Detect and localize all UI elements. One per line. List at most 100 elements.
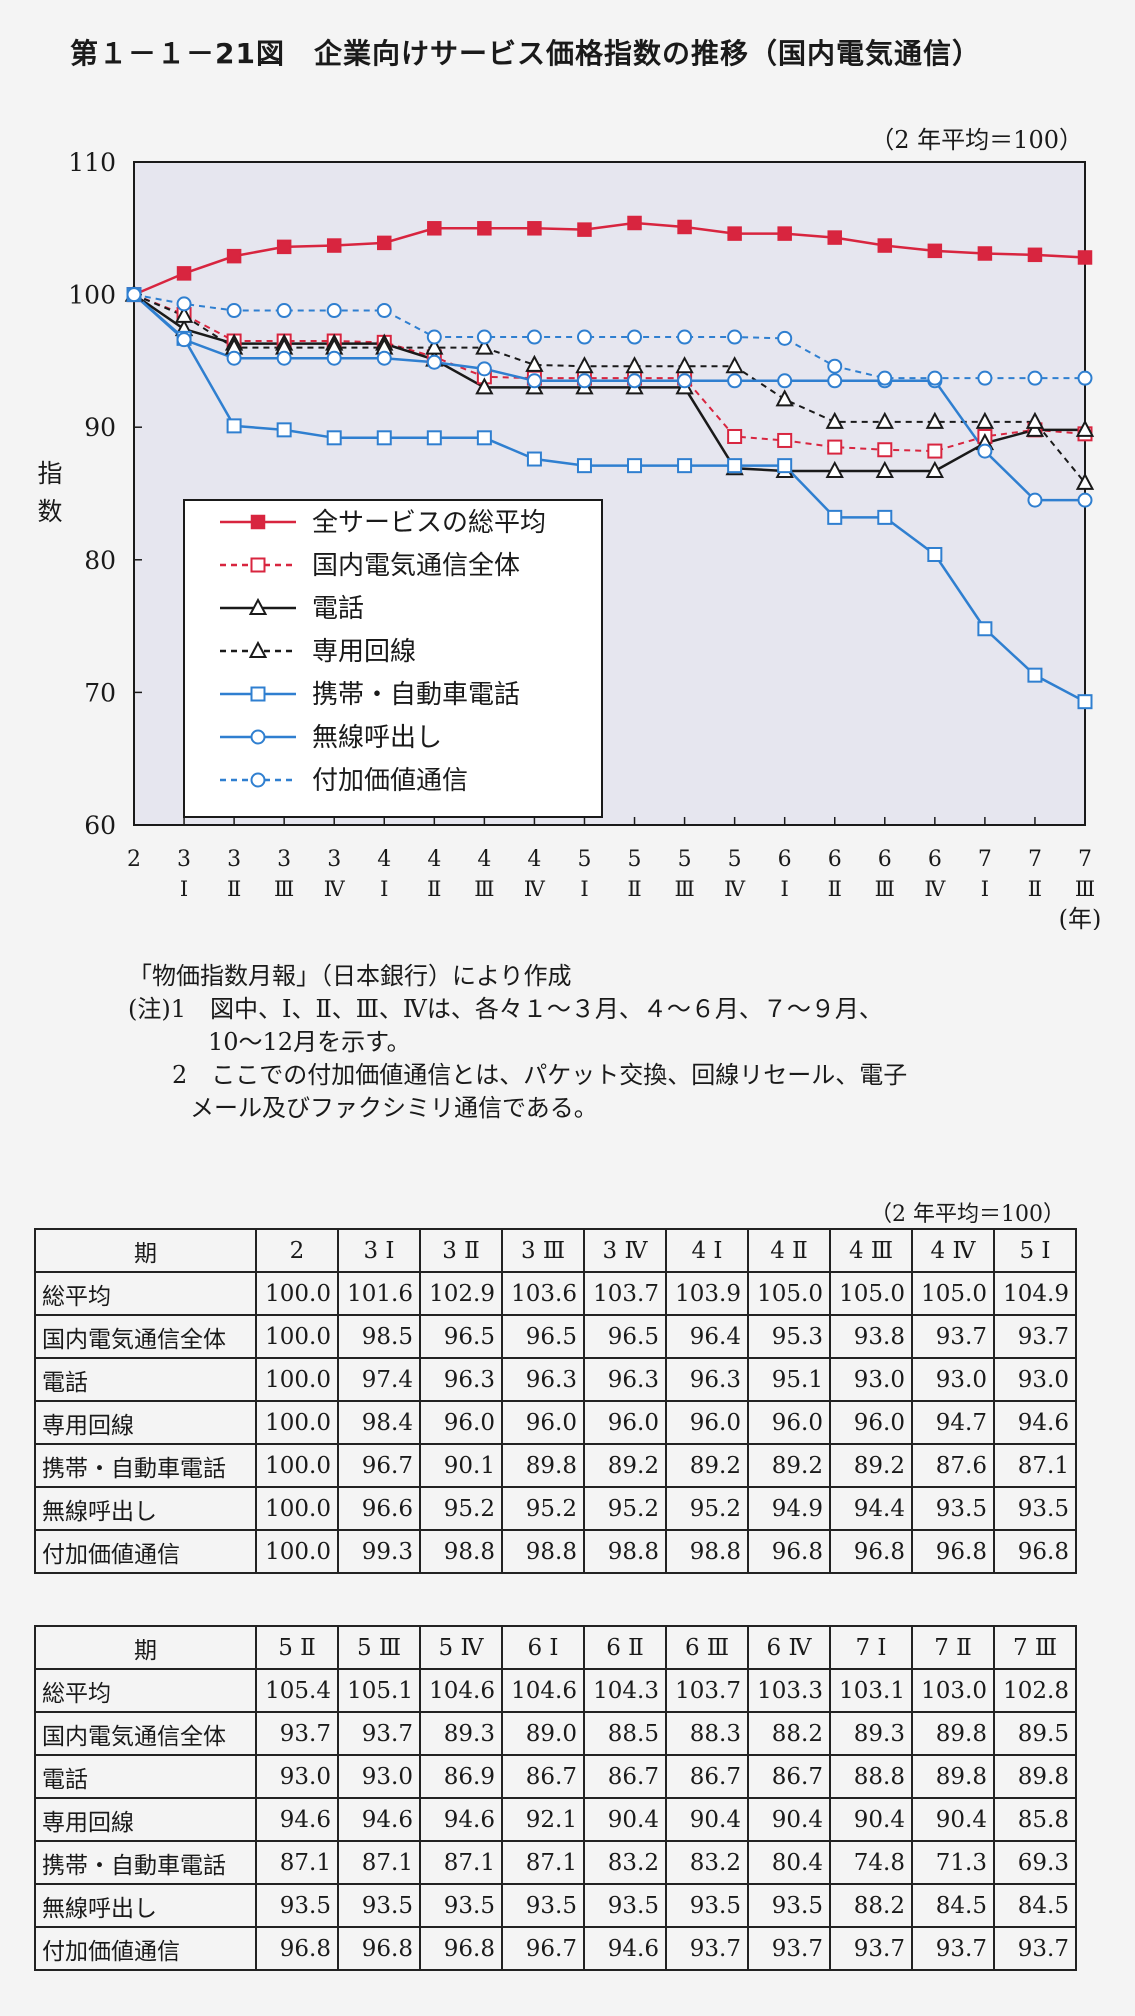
table-cell: 90.4 — [583, 1797, 667, 1842]
row-label: 付加価値通信 — [34, 1926, 257, 1971]
table-cell: 90.4 — [665, 1797, 749, 1842]
table-row: 国内電気通信全体 100.0 98.5 96.5 96.5 96.5 96.4 95.3 93.… — [34, 1314, 1077, 1359]
series-7-point — [326, 303, 342, 319]
series-5-point — [476, 430, 492, 446]
series-5-point — [877, 509, 893, 525]
table-row: 国内電気通信全体 93.7 93.7 89.3 89.0 88.5 88.3 88.2 89.3… — [34, 1711, 1077, 1756]
series-4-point — [875, 411, 894, 429]
table-cell: 105.0 — [829, 1271, 913, 1316]
x-tick-year: 4 — [377, 847, 391, 872]
table-cell: 83.2 — [583, 1840, 667, 1885]
table-cell: 101.6 — [337, 1271, 421, 1316]
table-cell: 85.8 — [993, 1797, 1077, 1842]
legend-label: 全サービスの総平均 — [312, 508, 546, 538]
series-6-point — [526, 373, 542, 389]
x-tick-quarter: Ⅲ — [674, 877, 694, 901]
series-2-point — [827, 439, 843, 455]
series-3-point — [475, 377, 494, 395]
table-cell: 93.7 — [829, 1926, 913, 1971]
table-cell: 96.0 — [829, 1400, 913, 1445]
table-row: 付加価値通信 100.0 99.3 98.8 98.8 98.8 98.8 96.8 96.8 9… — [34, 1529, 1077, 1574]
table-cell: 100.0 — [255, 1529, 339, 1574]
table-cell: 93.7 — [665, 1926, 749, 1971]
y-tick-label: 110 — [68, 148, 116, 177]
table-cell: 96.7 — [501, 1926, 585, 1971]
table-cell: 93.7 — [993, 1926, 1077, 1971]
x-tick-quarter: Ⅳ — [524, 877, 546, 901]
table-cell: 96.8 — [829, 1529, 913, 1574]
table-cell: 98.4 — [337, 1400, 421, 1445]
table-cell: 86.7 — [583, 1754, 667, 1799]
legend-marker — [250, 557, 266, 573]
table-row: 携帯・自動車電話 100.0 96.7 90.1 89.8 89.2 89.2 89.2 89.… — [34, 1443, 1077, 1488]
legend-label: 携帯・自動車電話 — [312, 680, 520, 710]
series-line-5 — [133, 293, 1086, 703]
table-cell: 94.4 — [829, 1486, 913, 1531]
series-5-point — [576, 458, 592, 474]
table-cell: 96.8 — [747, 1529, 831, 1574]
y-axis-label: 数 — [37, 497, 62, 526]
table-cell: 88.2 — [829, 1883, 913, 1928]
legend-marker — [248, 597, 268, 615]
series-7-point — [1077, 370, 1093, 386]
table-row: 総平均 105.4 105.1 104.6 104.6 104.3 103.7 103.3 10… — [34, 1668, 1077, 1713]
source-note: 「物価指数月報」（日本銀行）により作成 — [128, 962, 572, 990]
table-cell: 90.4 — [911, 1797, 995, 1842]
period-column-header: 7 Ⅲ — [993, 1625, 1077, 1670]
table-cell: 96.8 — [993, 1529, 1077, 1574]
row-label: 携帯・自動車電話 — [34, 1443, 257, 1488]
table-cell: 89.8 — [911, 1711, 995, 1756]
series-5-point — [276, 422, 292, 438]
table-cell: 88.8 — [829, 1754, 913, 1799]
note-2-line-2: メール及びファクシミリ通信である。 — [190, 1094, 598, 1122]
table-cell: 100.0 — [255, 1443, 339, 1488]
series-5-point — [927, 546, 943, 562]
table-cell: 96.5 — [419, 1314, 503, 1359]
series-7-point — [276, 303, 292, 319]
series-4-point — [775, 389, 794, 407]
table-cell: 69.3 — [993, 1840, 1077, 1885]
table-cell: 87.1 — [501, 1840, 585, 1885]
chart-notes: 「物価指数月報」（日本銀行）により作成 (注)1 図中、Ⅰ、Ⅱ、Ⅲ、Ⅳは、各々１… — [128, 960, 1088, 1125]
table-cell: 89.2 — [747, 1443, 831, 1488]
table-cell: 89.2 — [583, 1443, 667, 1488]
period-column-header: 4 Ⅲ — [829, 1228, 913, 1273]
period-column-header: 7 Ⅰ — [829, 1625, 913, 1670]
series-7-point — [877, 370, 893, 386]
x-tick-year: 3 — [277, 847, 291, 872]
x-tick-year: 6 — [878, 847, 892, 872]
table-cell: 90.4 — [829, 1797, 913, 1842]
series-5-point — [526, 451, 542, 467]
period-column-header: 3 Ⅳ — [583, 1228, 667, 1273]
series-1-point — [477, 221, 492, 236]
series-1-point — [777, 226, 792, 241]
legend-label: 国内電気通信全体 — [312, 551, 520, 581]
series-4-point — [975, 411, 995, 429]
table-row: 電話 100.0 97.4 96.3 96.3 96.3 96.3 95.1 93.0 93.0 9… — [34, 1357, 1077, 1402]
table-cell: 100.0 — [255, 1314, 339, 1359]
series-1-point — [176, 266, 192, 281]
table-cell: 93.0 — [993, 1357, 1077, 1402]
table-cell: 93.5 — [255, 1883, 339, 1928]
series-5-point — [226, 418, 242, 434]
table-cell: 94.6 — [583, 1926, 667, 1971]
series-1-point — [677, 219, 692, 235]
series-1-point — [1027, 247, 1043, 263]
table-cell: 96.5 — [501, 1314, 585, 1359]
table-cell: 93.5 — [993, 1486, 1077, 1531]
x-tick-quarter: Ⅱ — [427, 877, 441, 901]
table-cell: 93.7 — [255, 1711, 339, 1756]
series-2-point — [777, 432, 793, 448]
series-7-point — [126, 287, 142, 303]
series-5-point — [977, 621, 993, 637]
period-column-header: 5 Ⅰ — [993, 1228, 1077, 1273]
table-cell: 80.4 — [747, 1840, 831, 1885]
series-4-point — [825, 411, 844, 429]
table-cell: 105.0 — [911, 1271, 995, 1316]
series-7-point — [226, 303, 242, 319]
table-cell: 99.3 — [337, 1529, 421, 1574]
series-7-point — [426, 329, 442, 345]
x-tick-year: 3 — [327, 847, 341, 872]
